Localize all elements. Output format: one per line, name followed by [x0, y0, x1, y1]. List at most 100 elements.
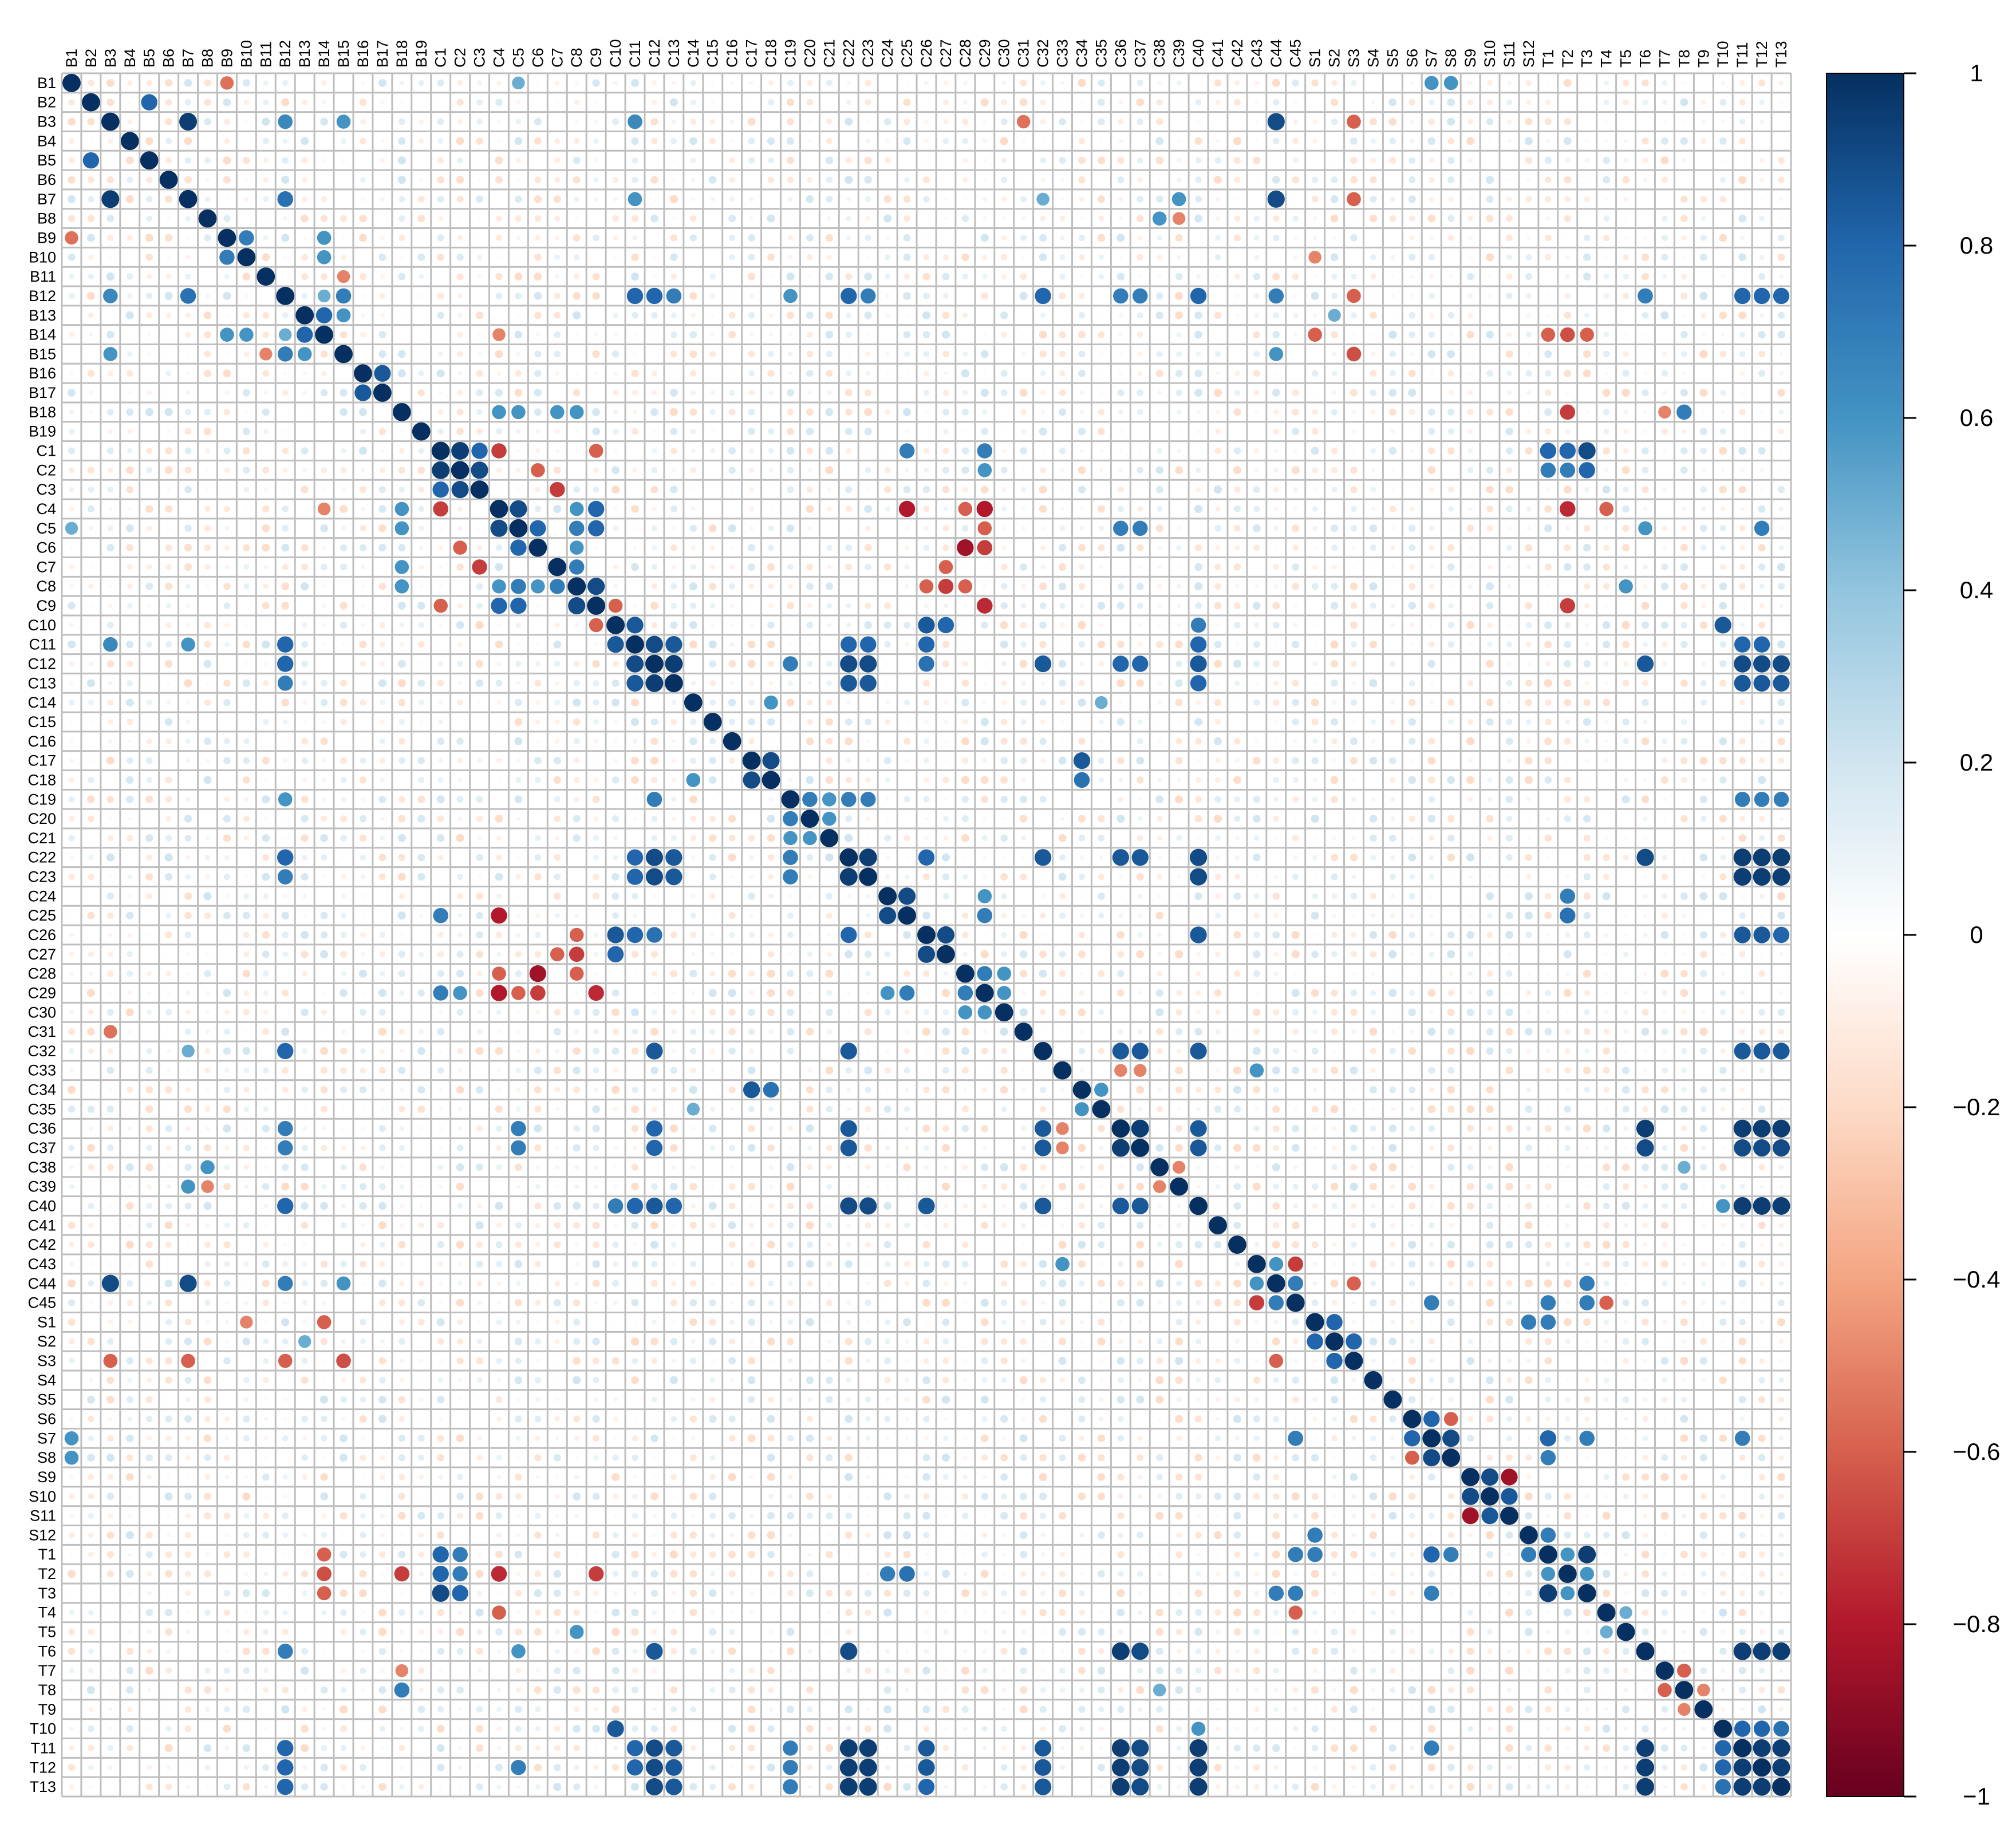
corr-cell [1155, 311, 1163, 319]
corr-cell [1703, 160, 1705, 161]
corr-cell [1486, 582, 1494, 591]
corr-cell [767, 989, 775, 997]
corr-cell [1236, 1050, 1238, 1052]
corr-cell [1194, 195, 1202, 203]
corr-cell [1041, 526, 1046, 531]
corr-cell [1215, 951, 1221, 957]
corr-cell [555, 1048, 560, 1054]
corr-cell [516, 1087, 521, 1092]
corr-cell [1603, 641, 1611, 649]
corr-cell [223, 98, 231, 106]
corr-cell [1643, 719, 1648, 725]
corr-cell [1233, 157, 1241, 164]
corr-cell [1643, 816, 1648, 822]
corr-cell [1119, 255, 1123, 259]
corr-cell [1272, 893, 1280, 900]
corr-cell [1565, 971, 1570, 976]
corr-cell [923, 699, 930, 706]
corr-cell [1274, 836, 1279, 840]
corr-cell [845, 117, 853, 126]
corr-cell [1273, 971, 1279, 976]
corr-cell [1545, 990, 1552, 996]
corr-cell [1073, 752, 1091, 769]
corr-cell [806, 1085, 814, 1094]
corr-cell [670, 583, 677, 590]
corr-cell [1486, 892, 1494, 901]
corr-cell [68, 428, 75, 435]
corr-cell [1565, 1088, 1570, 1092]
corr-cell [164, 291, 173, 300]
corr-cell [146, 525, 152, 531]
corr-cell [419, 1029, 424, 1035]
corr-cell [436, 795, 445, 804]
corr-cell [728, 853, 736, 862]
corr-cell [1739, 622, 1745, 628]
corr-cell [101, 112, 120, 131]
corr-cell [1604, 739, 1608, 744]
corr-cell [1622, 680, 1630, 687]
corr-cell [1721, 274, 1725, 279]
corr-cell [922, 911, 930, 920]
corr-cell [1177, 139, 1181, 143]
corr-cell [417, 989, 425, 997]
corr-cell [1157, 855, 1162, 860]
corr-cell [1021, 913, 1026, 918]
corr-cell [905, 81, 909, 85]
corr-cell [380, 139, 385, 143]
corr-cell [1020, 409, 1027, 416]
corr-cell [1292, 1028, 1299, 1035]
corr-cell [665, 655, 683, 673]
corr-cell [652, 100, 657, 105]
corr-cell [1450, 682, 1453, 685]
corr-cell [1486, 466, 1494, 474]
corr-cell [1216, 972, 1220, 975]
corr-cell [983, 855, 987, 860]
corr-cell [1060, 488, 1064, 491]
corr-cell [633, 603, 637, 608]
corr-cell [1062, 140, 1063, 142]
corr-cell [786, 428, 794, 436]
corr-cell [612, 912, 620, 919]
corr-cell [1254, 681, 1259, 685]
corr-cell [1000, 389, 1008, 396]
corr-cell [1060, 622, 1066, 628]
corr-cell [864, 544, 872, 551]
corr-cell [1061, 314, 1064, 317]
corr-cell [1175, 389, 1182, 396]
corr-cell [1759, 487, 1764, 492]
corr-cell [1061, 1049, 1064, 1053]
corr-cell [899, 443, 915, 459]
corr-cell [1157, 952, 1162, 957]
corr-cell [496, 700, 502, 705]
corr-cell [1099, 1030, 1103, 1033]
corr-cell [808, 914, 811, 917]
corr-cell [1447, 563, 1455, 571]
corr-cell [1137, 816, 1143, 822]
corr-cell [1447, 1106, 1455, 1113]
corr-cell [748, 970, 755, 977]
corr-cell [1448, 603, 1454, 609]
corr-cell [1719, 350, 1727, 358]
corr-cell [942, 1047, 950, 1055]
corr-cell [751, 818, 752, 820]
corr-cell [1602, 621, 1611, 629]
corr-cell [787, 1126, 794, 1132]
corr-cell [1778, 506, 1784, 512]
corr-cell [1682, 120, 1686, 124]
corr-cell [1389, 874, 1396, 880]
corr-cell [514, 718, 523, 726]
corr-cell [1313, 488, 1317, 492]
corr-cell [1021, 680, 1027, 686]
corr-cell [1447, 699, 1455, 706]
corr-cell [1719, 582, 1727, 591]
corr-cell [419, 526, 424, 531]
corr-cell [456, 834, 464, 842]
corr-cell [575, 856, 578, 859]
corr-cell [964, 429, 967, 433]
corr-cell [1275, 159, 1278, 162]
corr-cell [652, 1106, 657, 1112]
corr-cell [1680, 737, 1688, 745]
corr-cell [1137, 719, 1143, 725]
corr-cell [1777, 311, 1785, 319]
corr-cell [1001, 718, 1008, 725]
